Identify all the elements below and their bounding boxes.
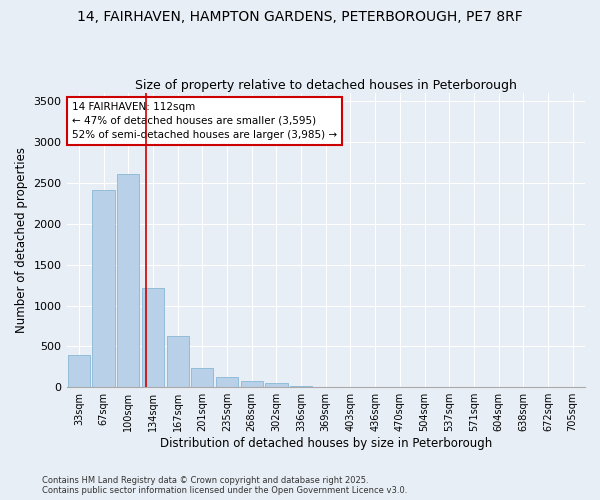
Bar	[241, 380, 263, 387]
X-axis label: Distribution of detached houses by size in Peterborough: Distribution of detached houses by size …	[160, 437, 492, 450]
Title: Size of property relative to detached houses in Peterborough: Size of property relative to detached ho…	[135, 79, 517, 92]
Bar	[167, 336, 189, 387]
Text: 14 FAIRHAVEN: 112sqm
← 47% of detached houses are smaller (3,595)
52% of semi-de: 14 FAIRHAVEN: 112sqm ← 47% of detached h…	[72, 102, 337, 140]
Bar	[68, 354, 90, 387]
Text: Contains HM Land Registry data © Crown copyright and database right 2025.
Contai: Contains HM Land Registry data © Crown c…	[42, 476, 407, 495]
Bar	[290, 386, 312, 387]
Bar	[265, 383, 287, 387]
Bar	[92, 190, 115, 387]
Bar	[191, 368, 214, 387]
Y-axis label: Number of detached properties: Number of detached properties	[15, 147, 28, 333]
Bar	[117, 174, 139, 387]
Bar	[314, 386, 337, 387]
Text: 14, FAIRHAVEN, HAMPTON GARDENS, PETERBOROUGH, PE7 8RF: 14, FAIRHAVEN, HAMPTON GARDENS, PETERBOR…	[77, 10, 523, 24]
Bar	[142, 288, 164, 387]
Bar	[216, 376, 238, 387]
